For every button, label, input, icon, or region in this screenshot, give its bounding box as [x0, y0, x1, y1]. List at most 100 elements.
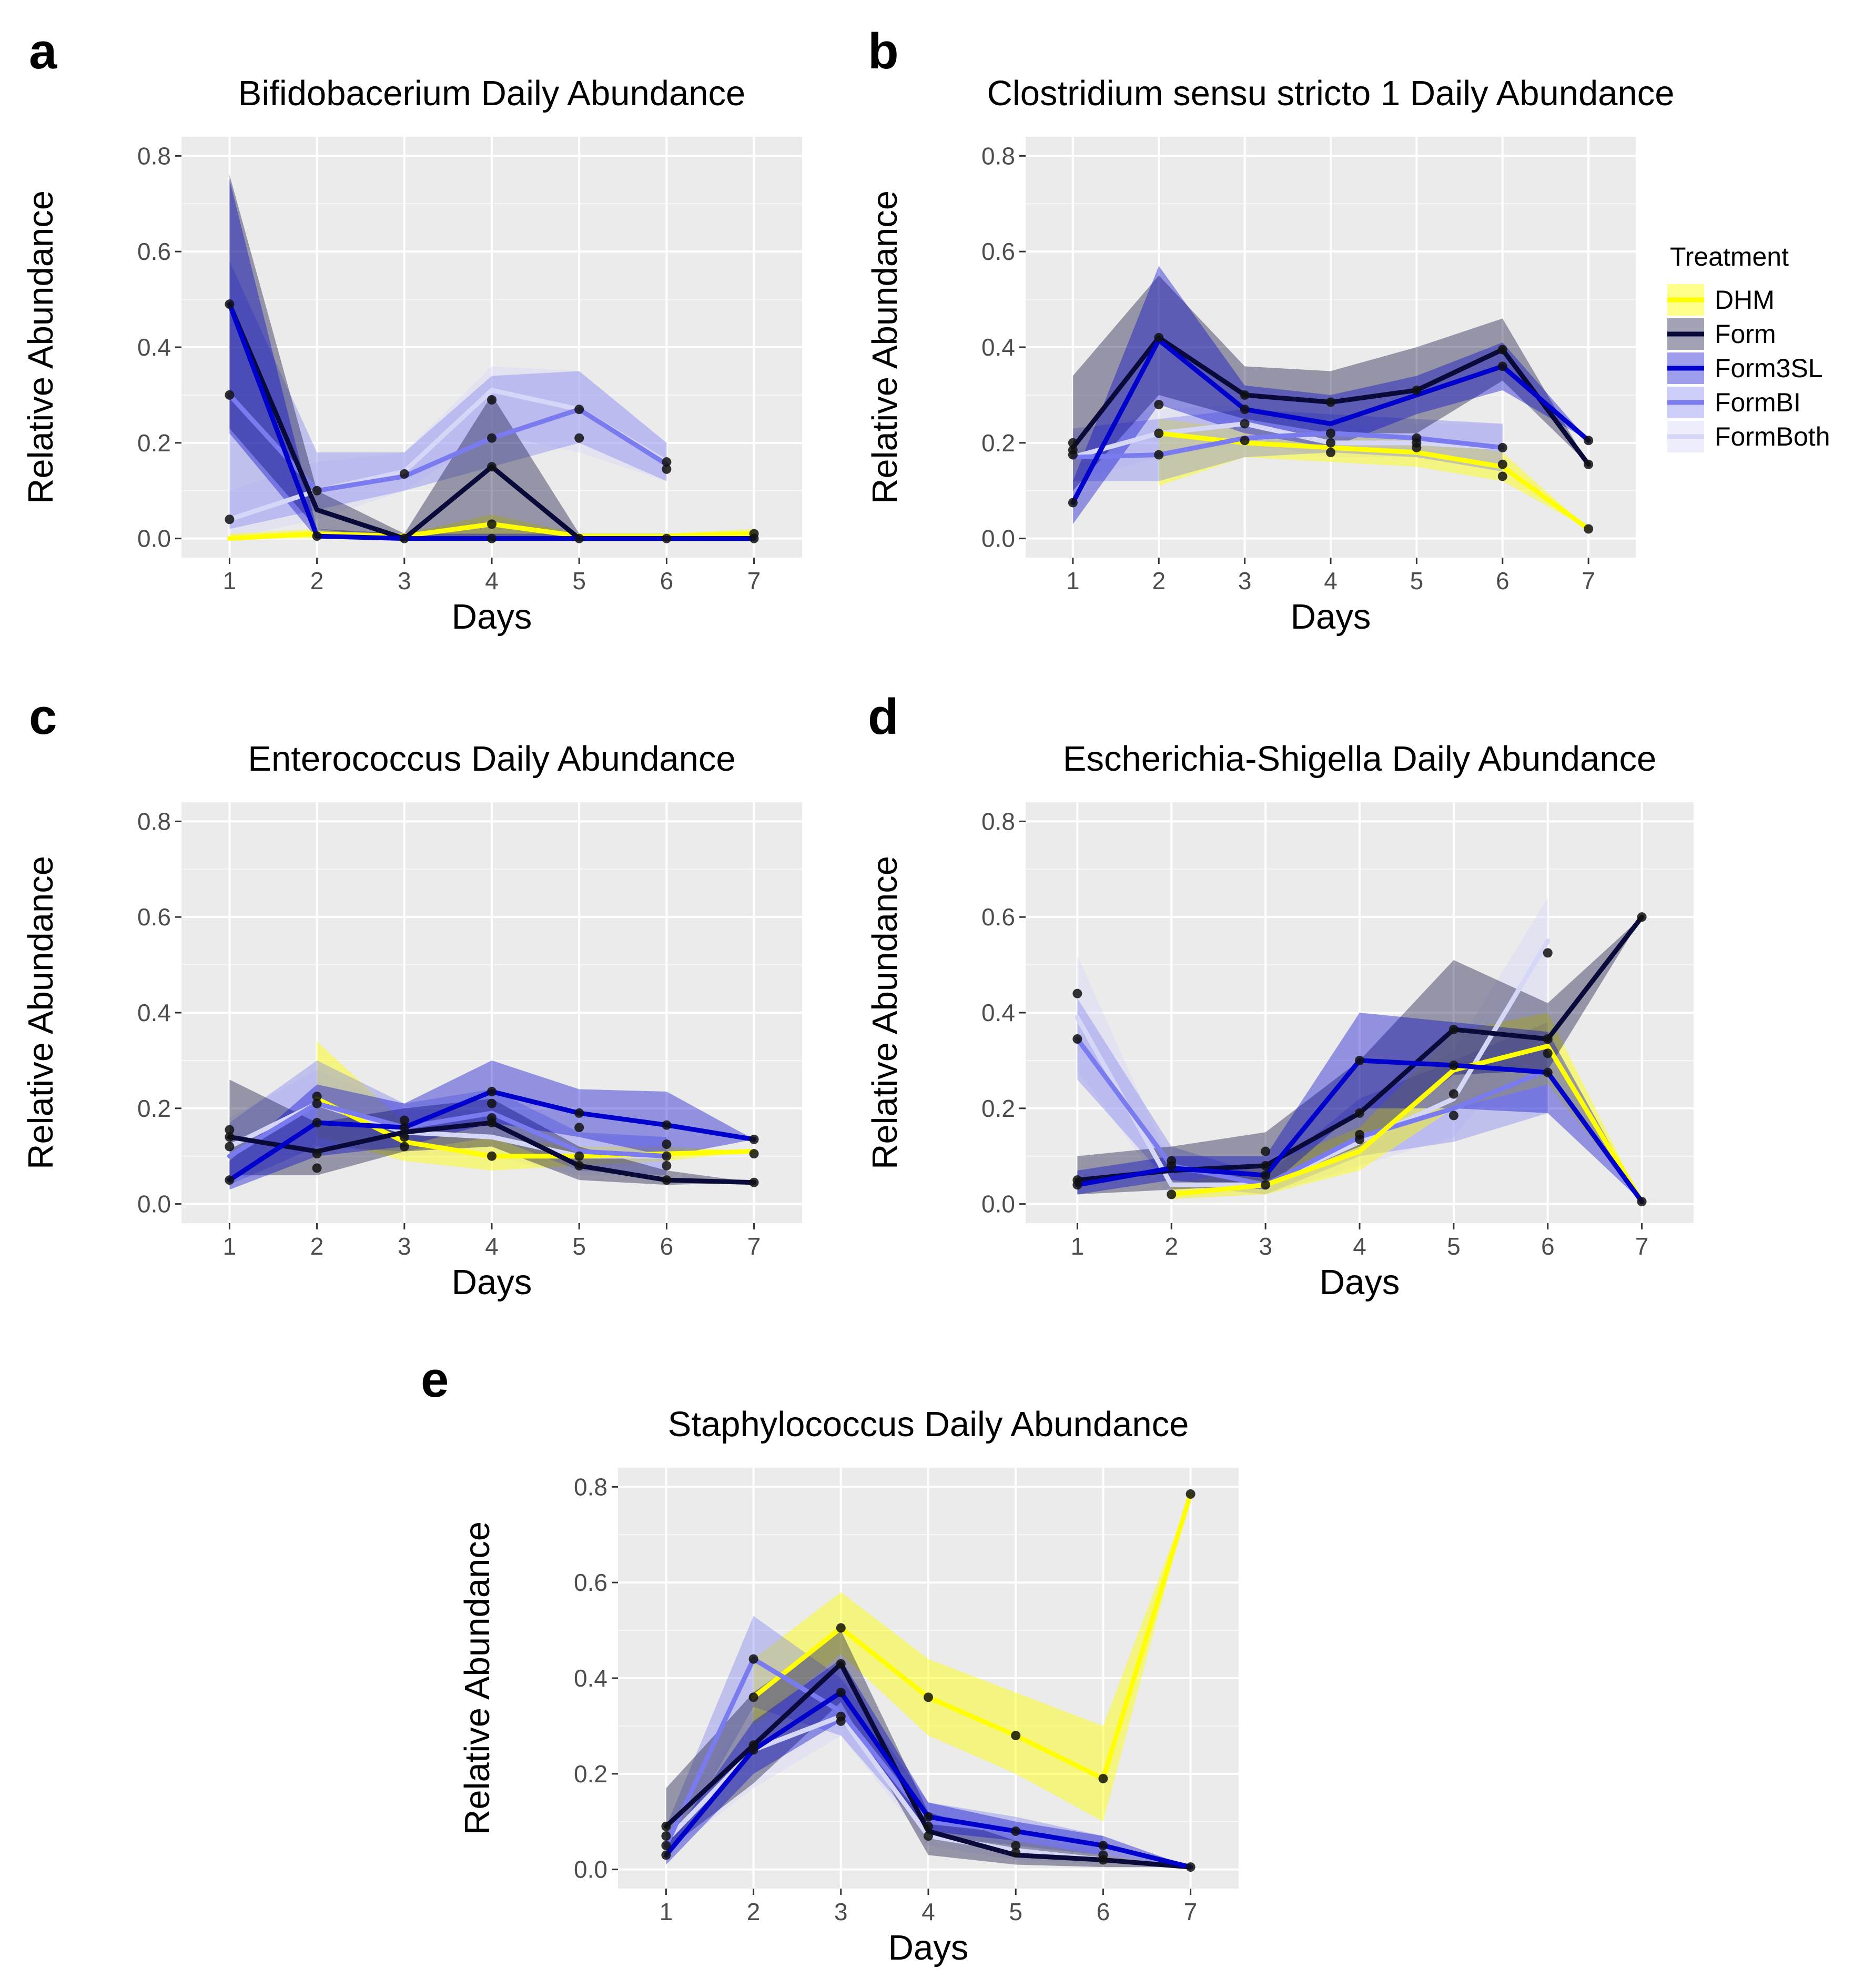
- x-tick-label: 6: [660, 1233, 674, 1260]
- x-tick-label: 3: [1238, 567, 1252, 594]
- x-tick-label: 7: [1582, 567, 1595, 594]
- series-line-dhm: [1169, 1044, 1645, 1204]
- data-point: [661, 1841, 671, 1851]
- data-point: [312, 1149, 322, 1159]
- y-tick-label: 0.4: [574, 1664, 607, 1692]
- data-point: [1072, 1180, 1082, 1190]
- data-point: [399, 533, 409, 543]
- band-formboth: [229, 366, 667, 539]
- legend-title: Treatment: [1670, 242, 1789, 271]
- data-point: [1068, 438, 1078, 448]
- data-point: [1412, 442, 1422, 452]
- data-point: [1448, 1111, 1458, 1121]
- data-point: [225, 1175, 235, 1185]
- data-point: [312, 486, 322, 496]
- y-tick-label: 0.4: [137, 334, 171, 361]
- y-tick-label: 0.8: [137, 808, 171, 835]
- panel-letter-d: d: [868, 689, 899, 745]
- y-axis-title: Relative Abundance: [865, 190, 905, 504]
- y-axis-title: Relative Abundance: [21, 190, 60, 504]
- data-point: [1240, 390, 1250, 400]
- y-tick-label: 0.8: [574, 1473, 607, 1500]
- data-point: [1497, 361, 1507, 371]
- data-point: [836, 1716, 846, 1726]
- data-point: [924, 1812, 933, 1822]
- band-dhm: [317, 1041, 754, 1170]
- legend-label: Form: [1715, 319, 1776, 349]
- legend-item-formbi: FormBI: [1667, 387, 1801, 418]
- band-form: [666, 1630, 1191, 1868]
- data-point: [487, 1118, 497, 1128]
- data-point: [661, 1831, 671, 1841]
- data-point: [225, 514, 235, 524]
- data-point: [1011, 1841, 1021, 1851]
- x-tick-label: 6: [1097, 1898, 1110, 1925]
- x-tick-label: 3: [1259, 1233, 1272, 1260]
- data-point: [1261, 1170, 1271, 1180]
- data-point: [574, 1123, 584, 1133]
- x-tick-label: 1: [660, 1898, 673, 1925]
- x-tick-label: 2: [1152, 567, 1166, 594]
- x-tick-label: 6: [1496, 567, 1510, 594]
- data-point: [1167, 1189, 1177, 1199]
- x-tick-label: 5: [572, 567, 586, 594]
- y-tick-label: 0.8: [981, 808, 1015, 835]
- x-tick-label: 7: [1635, 1233, 1649, 1260]
- data-point: [1167, 1160, 1177, 1170]
- data-point: [312, 531, 322, 541]
- legend-item-form: Form: [1667, 318, 1776, 350]
- x-tick-label: 1: [1066, 567, 1080, 594]
- data-point: [661, 1850, 671, 1860]
- data-point: [662, 533, 672, 543]
- x-tick-label: 2: [310, 1233, 324, 1260]
- data-point: [1412, 385, 1422, 395]
- data-point: [1072, 1034, 1082, 1044]
- x-tick-label: 4: [1324, 567, 1338, 594]
- data-point: [1448, 1061, 1458, 1070]
- data-point: [749, 533, 759, 543]
- x-axis-title: Days: [452, 597, 532, 637]
- data-point: [1355, 1108, 1364, 1118]
- data-point: [399, 1123, 409, 1133]
- data-point: [661, 1821, 671, 1831]
- data-point: [924, 1831, 933, 1841]
- x-tick-label: 2: [1164, 1233, 1178, 1260]
- data-point: [924, 1692, 933, 1702]
- data-point: [1186, 1489, 1196, 1499]
- y-tick-label: 0.6: [137, 903, 171, 931]
- data-point: [1326, 397, 1335, 407]
- chart-title: Staphylococcus Daily Abundance: [668, 1405, 1189, 1444]
- data-point: [1355, 1055, 1364, 1065]
- x-tick-label: 6: [660, 567, 674, 594]
- data-point: [487, 1087, 497, 1096]
- data-point: [1448, 1024, 1458, 1034]
- y-tick-label: 0.2: [981, 429, 1015, 457]
- x-tick-label: 3: [834, 1898, 848, 1925]
- panel-e: e Staphylococcus Daily Abundance 0.0 0.2 0.4…: [421, 1351, 1239, 1967]
- data-point: [1240, 436, 1250, 446]
- data-point: [1637, 912, 1647, 922]
- data-point: [399, 469, 409, 479]
- x-axis-title: Days: [452, 1263, 532, 1302]
- data-point: [1068, 450, 1078, 460]
- data-point: [487, 395, 497, 405]
- band-formbi: [1077, 998, 1548, 1195]
- data-point: [1098, 1841, 1108, 1851]
- data-point: [225, 390, 235, 400]
- data-point: [1543, 1034, 1553, 1044]
- x-tick-label: 4: [485, 567, 499, 594]
- chart-title: Escherichia-Shigella Daily Abundance: [1063, 739, 1657, 779]
- legend-label: FormBoth: [1715, 422, 1830, 451]
- panel-letter-e: e: [421, 1351, 449, 1408]
- data-point: [1011, 1848, 1021, 1858]
- chart-title: Clostridium sensu stricto 1 Daily Abunda…: [987, 74, 1674, 113]
- data-point: [1497, 471, 1507, 481]
- data-point: [312, 1092, 322, 1102]
- panel-letter-a: a: [29, 23, 57, 79]
- chart-title: Enterococcus Daily Abundance: [248, 739, 735, 779]
- data-point: [1326, 448, 1335, 457]
- data-point: [662, 1175, 672, 1185]
- data-point: [1584, 436, 1594, 446]
- y-tick-label: 0.0: [981, 1190, 1015, 1218]
